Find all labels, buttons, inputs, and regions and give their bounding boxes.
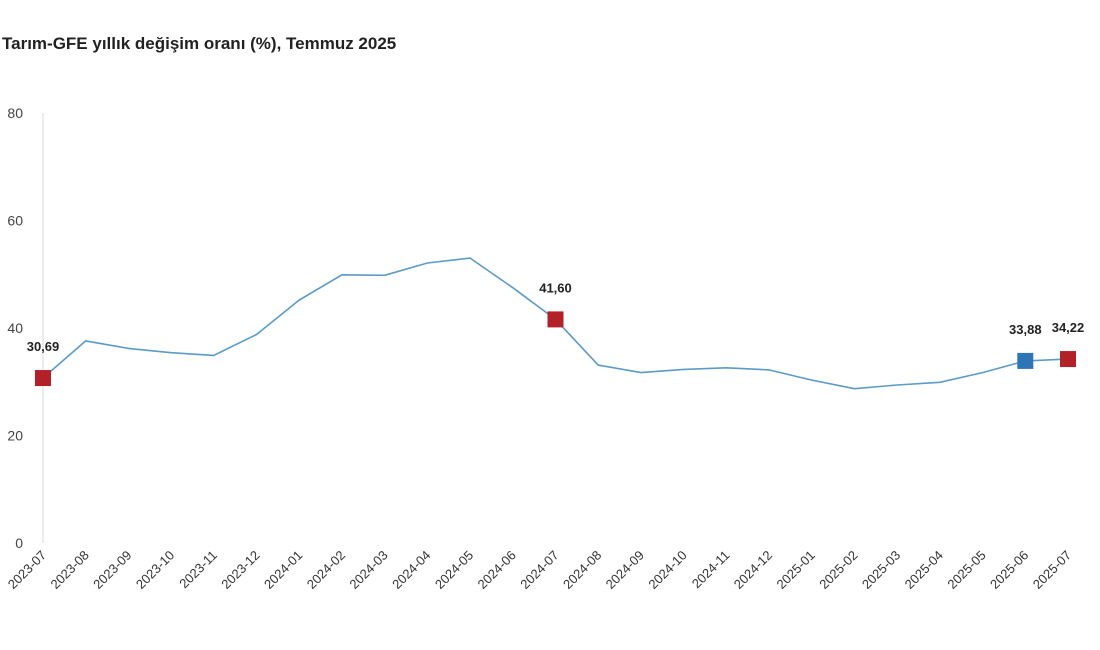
x-tick-label: 2024-03 bbox=[346, 548, 390, 592]
highlight-marker bbox=[547, 311, 564, 328]
x-tick-label: 2024-01 bbox=[261, 548, 305, 592]
x-tick-label: 2025-03 bbox=[859, 548, 903, 592]
x-tick-label: 2023-07 bbox=[5, 548, 49, 592]
x-tick-label: 2025-04 bbox=[902, 548, 946, 592]
x-tick-label: 2024-10 bbox=[645, 548, 689, 592]
x-tick-label: 2024-09 bbox=[603, 548, 647, 592]
y-tick-label: 0 bbox=[15, 535, 23, 551]
data-label: 30,69 bbox=[27, 339, 60, 354]
data-label: 34,22 bbox=[1052, 320, 1085, 335]
x-tick-label: 2024-05 bbox=[432, 548, 476, 592]
x-tick-label: 2023-08 bbox=[47, 548, 91, 592]
y-tick-label: 80 bbox=[7, 105, 23, 121]
x-tick-label: 2024-12 bbox=[731, 548, 775, 592]
x-tick-label: 2025-05 bbox=[944, 548, 988, 592]
data-label: 41,60 bbox=[539, 280, 572, 295]
x-tick-label: 2024-04 bbox=[389, 548, 433, 592]
x-tick-label: 2024-07 bbox=[517, 548, 561, 592]
chart-title: Tarım-GFE yıllık değişim oranı (%), Temm… bbox=[2, 34, 397, 53]
y-tick-label: 60 bbox=[7, 213, 23, 229]
x-tick-label: 2024-08 bbox=[560, 548, 604, 592]
x-tick-label: 2024-06 bbox=[475, 548, 519, 592]
highlight-marker bbox=[1017, 352, 1034, 369]
x-tick-label: 2025-06 bbox=[987, 548, 1031, 592]
x-tick-label: 2023-12 bbox=[218, 548, 262, 592]
x-tick-label: 2025-02 bbox=[816, 548, 860, 592]
x-tick-label: 2025-01 bbox=[774, 548, 818, 592]
x-tick-label: 2025-07 bbox=[1030, 548, 1074, 592]
highlight-marker bbox=[1060, 351, 1076, 368]
x-tick-label: 2024-02 bbox=[304, 548, 348, 592]
y-axis: 0 20 40 60 80 bbox=[7, 105, 44, 551]
y-tick-label: 20 bbox=[7, 428, 23, 444]
highlight-markers: 30,69 41,60 33,88 34,22 bbox=[27, 280, 1085, 387]
x-tick-label: 2023-11 bbox=[176, 548, 220, 592]
data-label: 33,88 bbox=[1009, 322, 1042, 337]
x-tick-label: 2024-11 bbox=[689, 548, 733, 592]
highlight-marker bbox=[35, 370, 51, 387]
x-tick-label: 2023-10 bbox=[133, 548, 177, 592]
x-tick-label: 2023-09 bbox=[90, 548, 134, 592]
y-tick-label: 40 bbox=[7, 320, 23, 336]
